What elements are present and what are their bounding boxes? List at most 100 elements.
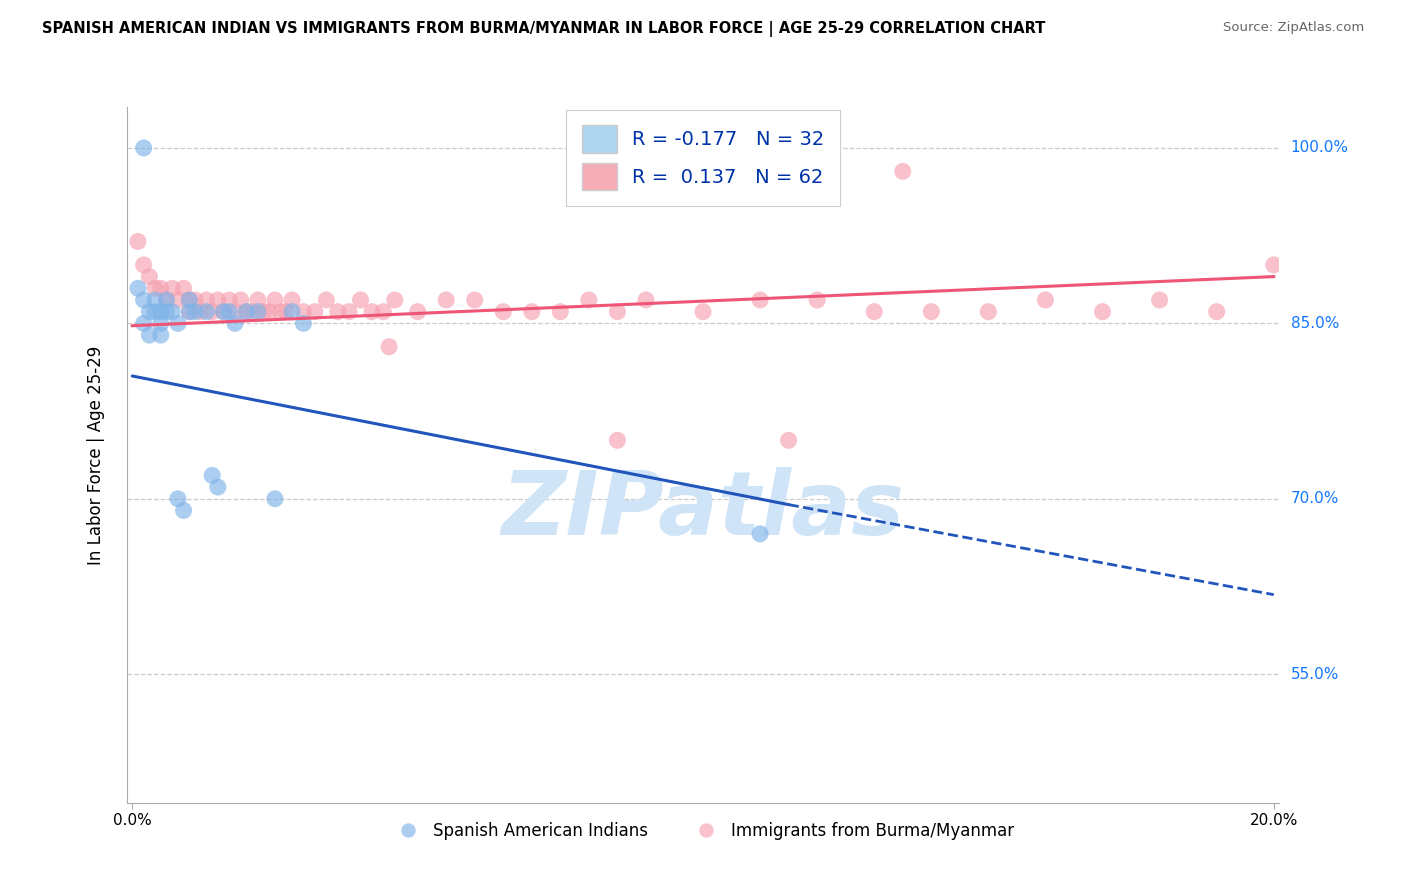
Point xyxy=(384,293,406,307)
Point xyxy=(349,293,371,307)
Point xyxy=(276,304,298,318)
Point xyxy=(179,293,201,307)
Point xyxy=(315,293,337,307)
Point xyxy=(224,317,246,331)
Point xyxy=(378,340,401,354)
Point xyxy=(257,304,280,318)
Point xyxy=(138,304,160,318)
Point xyxy=(252,304,274,318)
Point xyxy=(578,293,600,307)
Point xyxy=(692,304,714,318)
Text: SPANISH AMERICAN INDIAN VS IMMIGRANTS FROM BURMA/MYANMAR IN LABOR FORCE | AGE 25: SPANISH AMERICAN INDIAN VS IMMIGRANTS FR… xyxy=(42,21,1046,37)
Point xyxy=(143,293,166,307)
Point xyxy=(138,328,160,343)
Point xyxy=(212,304,235,318)
Point xyxy=(132,317,155,331)
Point xyxy=(132,258,155,272)
Point xyxy=(246,293,269,307)
Point xyxy=(235,304,257,318)
Text: ZIPatlas: ZIPatlas xyxy=(502,467,904,554)
Point xyxy=(218,304,240,318)
Legend: Spanish American Indians, Immigrants from Burma/Myanmar: Spanish American Indians, Immigrants fro… xyxy=(385,815,1021,847)
Point xyxy=(138,269,160,284)
Point xyxy=(891,164,914,178)
Point xyxy=(229,293,252,307)
Point xyxy=(167,317,190,331)
Point xyxy=(179,304,201,318)
Text: Source: ZipAtlas.com: Source: ZipAtlas.com xyxy=(1223,21,1364,35)
Point xyxy=(270,304,292,318)
Point xyxy=(292,304,315,318)
Y-axis label: In Labor Force | Age 25-29: In Labor Force | Age 25-29 xyxy=(87,345,105,565)
Point xyxy=(326,304,349,318)
Point xyxy=(337,304,360,318)
Point xyxy=(218,293,240,307)
Point xyxy=(149,281,172,295)
Point xyxy=(201,304,224,318)
Text: 55.0%: 55.0% xyxy=(1291,666,1339,681)
Point xyxy=(173,281,195,295)
Point xyxy=(264,491,287,506)
Point xyxy=(224,304,246,318)
Point xyxy=(292,317,315,331)
Point xyxy=(195,293,218,307)
Point xyxy=(550,304,572,318)
Text: 85.0%: 85.0% xyxy=(1291,316,1339,331)
Point xyxy=(167,491,190,506)
Point xyxy=(863,304,886,318)
Point xyxy=(212,304,235,318)
Point xyxy=(143,304,166,318)
Point xyxy=(749,293,772,307)
Point xyxy=(281,304,304,318)
Point xyxy=(184,304,207,318)
Point xyxy=(173,503,195,517)
Point xyxy=(127,281,149,295)
Point xyxy=(606,304,628,318)
Point xyxy=(132,141,155,155)
Point xyxy=(155,293,177,307)
Point xyxy=(634,293,657,307)
Point xyxy=(977,304,1000,318)
Point xyxy=(281,293,304,307)
Point xyxy=(149,317,172,331)
Point xyxy=(1035,293,1057,307)
Point xyxy=(155,293,177,307)
Point xyxy=(240,304,263,318)
Point xyxy=(143,281,166,295)
Point xyxy=(406,304,429,318)
Point xyxy=(304,304,326,318)
Point xyxy=(132,293,155,307)
Point xyxy=(179,293,201,307)
Point xyxy=(749,526,772,541)
Text: 70.0%: 70.0% xyxy=(1291,491,1339,507)
Point xyxy=(160,281,183,295)
Point xyxy=(264,293,287,307)
Point xyxy=(492,304,515,318)
Point xyxy=(373,304,395,318)
Point xyxy=(190,304,212,318)
Point xyxy=(207,480,229,494)
Point xyxy=(155,304,177,318)
Point xyxy=(149,304,172,318)
Point xyxy=(361,304,384,318)
Point xyxy=(1091,304,1114,318)
Point xyxy=(778,434,800,448)
Point xyxy=(1149,293,1171,307)
Point xyxy=(127,235,149,249)
Point xyxy=(920,304,942,318)
Point xyxy=(806,293,828,307)
Point xyxy=(149,328,172,343)
Point xyxy=(201,468,224,483)
Point xyxy=(207,293,229,307)
Point xyxy=(167,293,190,307)
Point xyxy=(246,304,269,318)
Point xyxy=(520,304,543,318)
Point xyxy=(606,434,628,448)
Point xyxy=(184,293,207,307)
Point xyxy=(195,304,218,318)
Point xyxy=(160,304,183,318)
Point xyxy=(434,293,457,307)
Point xyxy=(235,304,257,318)
Point xyxy=(179,304,201,318)
Point xyxy=(464,293,486,307)
